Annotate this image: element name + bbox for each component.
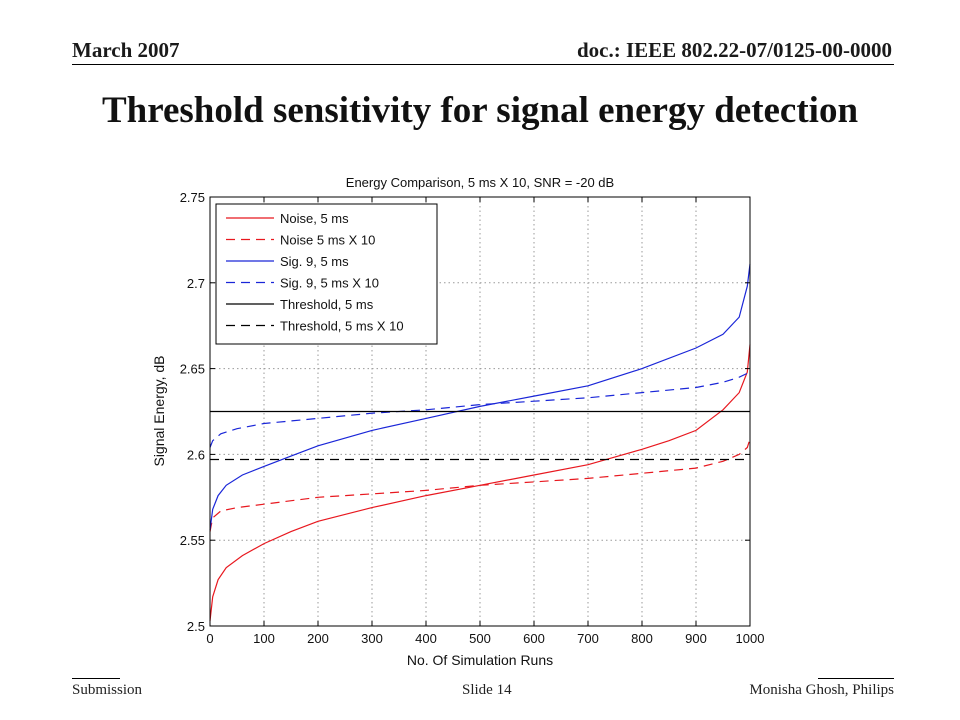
legend-label: Threshold, 5 ms X 10	[280, 319, 404, 334]
x-tick-label: 700	[577, 631, 599, 646]
x-tick-label: 300	[361, 631, 383, 646]
legend-label: Sig. 9, 5 ms X 10	[280, 276, 379, 291]
legend-label: Noise, 5 ms	[280, 211, 349, 226]
header-date: March 2007	[72, 38, 180, 62]
y-tick-label: 2.65	[180, 362, 205, 377]
y-tick-label: 2.6	[187, 447, 205, 462]
series-line-1	[209, 344, 751, 621]
footer-right-rule	[818, 678, 894, 679]
chart-ticks: 0 100 200 300 400 500 600 700 800 900 1000 2.5 2.55 2…	[180, 190, 765, 646]
legend-label: Noise 5 ms X 10	[280, 233, 375, 248]
footer-slide-number: Slide 14	[462, 682, 512, 698]
legend-box	[215, 203, 438, 345]
x-tick-label: 1000	[736, 631, 765, 646]
header-divider	[72, 64, 894, 65]
chart-series	[209, 263, 751, 621]
y-tick-label: 2.55	[180, 533, 205, 548]
slide-title: Threshold sensitivity for signal energy …	[101, 90, 859, 131]
footer-submission: Submission	[72, 682, 143, 698]
series-line-2	[209, 438, 751, 532]
x-axis-label: No. Of Simulation Runs	[407, 652, 553, 668]
footer-left-rule	[72, 678, 120, 679]
x-tick-label: 800	[631, 631, 653, 646]
header-doc-id: doc.: IEEE 802.22-07/0125-00-0000	[577, 38, 892, 62]
legend-label: Sig. 9, 5 ms	[280, 254, 349, 269]
x-tick-label: 900	[685, 631, 707, 646]
x-tick-label: 0	[206, 631, 213, 646]
x-tick-label: 100	[253, 631, 275, 646]
x-tick-label: 400	[415, 631, 437, 646]
y-tick-label: 2.75	[180, 190, 205, 205]
chart-legend: Noise, 5 ms Noise 5 ms X 10 Sig. 9, 5 ms Si…	[215, 203, 438, 345]
y-axis-label: Signal Energy, dB	[151, 355, 167, 466]
series-line-3	[209, 263, 751, 530]
y-tick-label: 2.7	[187, 276, 205, 291]
legend-label: Threshold, 5 ms	[280, 297, 374, 312]
x-tick-label: 200	[307, 631, 329, 646]
y-tick-label: 2.5	[187, 619, 205, 634]
chart-title: Energy Comparison, 5 ms X 10, SNR = -20 …	[346, 175, 614, 190]
x-tick-label: 600	[523, 631, 545, 646]
footer-author: Monisha Ghosh, Philips	[749, 682, 894, 698]
x-tick-label: 500	[469, 631, 491, 646]
